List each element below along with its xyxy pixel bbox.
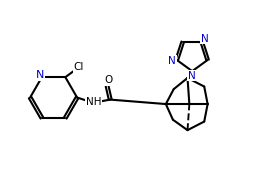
Text: NH: NH bbox=[86, 97, 101, 107]
Text: Cl: Cl bbox=[74, 62, 84, 72]
Text: N: N bbox=[36, 70, 45, 80]
Text: O: O bbox=[104, 75, 112, 85]
Text: N: N bbox=[188, 71, 196, 81]
Text: N: N bbox=[201, 34, 209, 44]
Text: N: N bbox=[168, 56, 176, 66]
